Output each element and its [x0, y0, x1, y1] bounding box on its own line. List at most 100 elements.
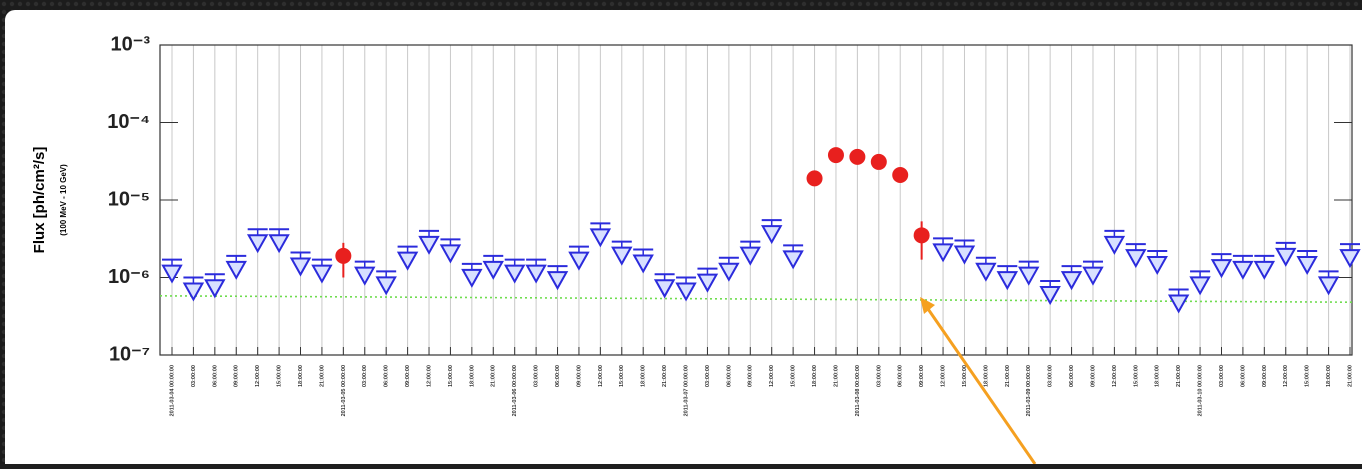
- upper-limit-arrow: [568, 251, 590, 271]
- upper-limit: [611, 240, 633, 266]
- x-tick-label: 18:00:00: [983, 365, 989, 387]
- upper-limit: [246, 228, 269, 254]
- upper-limit-arrow: [461, 268, 483, 288]
- upper-limit: [1275, 241, 1297, 267]
- x-tick-label: 09:00:00: [405, 365, 411, 387]
- x-tick-label: 06:00:00: [384, 365, 390, 387]
- x-tick-label: 03:00:00: [1048, 365, 1054, 387]
- y-tick-label: 10⁻⁵: [108, 188, 150, 210]
- upper-limit: [1039, 280, 1061, 306]
- upper-limit-arrow: [375, 276, 397, 296]
- x-tick-label: 09:00:00: [576, 365, 582, 387]
- x-tick-label: 21:00:00: [662, 365, 668, 387]
- upper-limit-arrow: [996, 271, 1019, 291]
- x-tick-label: 15:00:00: [448, 365, 454, 387]
- upper-limit: [311, 258, 333, 284]
- upper-limit-arrow: [632, 254, 654, 274]
- upper-limit-arrow: [1125, 249, 1147, 269]
- x-tick-label: 12:00:00: [941, 365, 947, 387]
- upper-limit-arrow: [289, 257, 312, 277]
- x-tick-label: 06:00:00: [726, 365, 732, 387]
- upper-limit-arrow: [503, 264, 526, 284]
- upper-limit: [760, 219, 783, 245]
- x-tick-label: 21:00:00: [319, 365, 325, 387]
- x-tick-label: 09:00:00: [234, 365, 240, 387]
- upper-limit-arrow: [653, 279, 676, 299]
- upper-limit: [1210, 253, 1233, 279]
- x-tick-label: 2011-03-04 00:00:00: [169, 365, 175, 416]
- upper-limit-arrow: [1296, 255, 1318, 276]
- x-tick-label: 03:00:00: [1219, 365, 1225, 387]
- x-tick-label: 06:00:00: [212, 365, 218, 387]
- upper-limit-arrow: [1018, 266, 1040, 286]
- detection: [870, 153, 887, 170]
- y-tick-label: 10⁻³: [111, 33, 151, 55]
- upper-limit-arrow: [1146, 255, 1168, 276]
- upper-limit-arrow: [611, 246, 633, 266]
- upper-limit-arrow: [1275, 247, 1297, 267]
- upper-limit: [1018, 260, 1040, 286]
- upper-limit-arrow: [439, 244, 462, 264]
- upper-limit-arrow: [311, 264, 333, 284]
- upper-limit: [589, 222, 612, 248]
- upper-limit-arrow: [1103, 235, 1126, 255]
- x-tick-label: 18:00:00: [641, 365, 647, 387]
- upper-limit: [653, 273, 676, 299]
- upper-limit-arrow: [696, 273, 719, 293]
- upper-limit: [568, 245, 590, 271]
- upper-limit: [182, 276, 205, 302]
- x-tick-label: 03:00:00: [362, 365, 368, 387]
- x-tick-label: 2011-03-05 00:00:00: [341, 365, 347, 416]
- upper-limit-arrow: [1060, 271, 1083, 291]
- upper-limit: [996, 265, 1019, 291]
- upper-limit: [375, 270, 397, 296]
- upper-limit-arrow: [589, 228, 612, 248]
- x-tick-label: 15:00:00: [277, 365, 283, 387]
- upper-limit: [396, 245, 419, 271]
- upper-limit: [1189, 270, 1211, 296]
- upper-limit: [461, 262, 483, 288]
- x-tick-label: 2011-03-10 00:00:00: [1198, 365, 1204, 416]
- x-tick-label: 15:00:00: [791, 365, 797, 387]
- upper-limit: [1082, 260, 1104, 286]
- x-tick-label: 09:00:00: [919, 365, 925, 387]
- upper-limit-arrow: [1253, 260, 1276, 280]
- upper-limit: [268, 228, 290, 254]
- x-tick-label: 15:00:00: [962, 365, 968, 387]
- upper-limit-arrow: [1189, 276, 1211, 296]
- chart-panel: [5, 10, 1362, 469]
- upper-limit-arrow: [739, 246, 762, 266]
- upper-limit: [975, 256, 997, 282]
- upper-limit: [482, 254, 504, 280]
- upper-limit: [289, 251, 312, 277]
- upper-limit-arrow: [268, 234, 290, 254]
- x-tick-label: 06:00:00: [1069, 365, 1075, 387]
- upper-limit-arrow: [525, 264, 547, 284]
- x-tick-label: 12:00:00: [426, 365, 432, 387]
- x-tick-label: 06:00:00: [555, 365, 561, 387]
- upper-limit-arrow: [782, 250, 804, 270]
- x-tick-label: 15:00:00: [619, 365, 625, 387]
- upper-limit: [1296, 249, 1318, 276]
- upper-limit: [782, 244, 804, 270]
- x-tick-label: 21:00:00: [491, 365, 497, 387]
- x-tick-label: 06:00:00: [898, 365, 904, 387]
- x-tick-label: 03:00:00: [876, 365, 882, 387]
- x-tick-label: 18:00:00: [812, 365, 818, 387]
- upper-limit-arrow: [1317, 276, 1340, 296]
- upper-limit-arrow: [418, 235, 440, 255]
- upper-limit-arrow: [204, 279, 226, 299]
- y-axis-label: Flux [ph/cm²/s]: [31, 147, 48, 254]
- upper-limit: [632, 248, 654, 274]
- upper-limit: [1317, 270, 1340, 296]
- x-tick-label: 18:00:00: [298, 365, 304, 387]
- upper-limit-arrow: [1039, 286, 1061, 306]
- y-axis-sublabel: (100 MeV - 10 GeV): [59, 164, 68, 236]
- upper-limit: [953, 239, 976, 265]
- upper-limit: [1125, 243, 1147, 269]
- upper-limit-arrow: [225, 260, 247, 280]
- upper-limit: [503, 258, 526, 284]
- upper-limit-arrow: [182, 282, 205, 302]
- annotation-arrow: [920, 297, 1037, 465]
